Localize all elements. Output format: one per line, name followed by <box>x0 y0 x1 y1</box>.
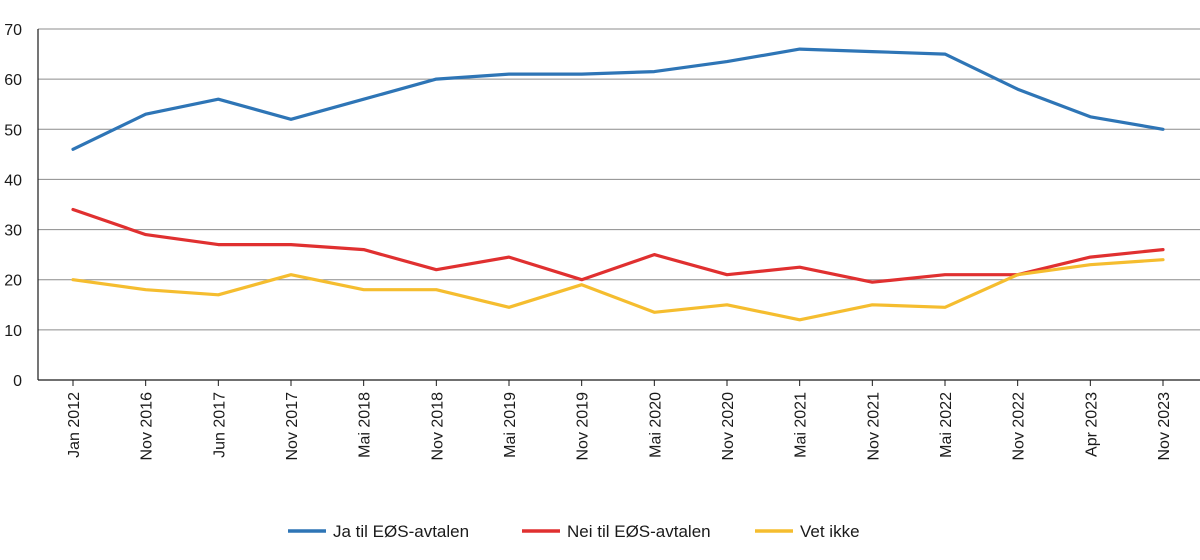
series-lines <box>71 47 1165 322</box>
series-line-2 <box>71 207 1165 284</box>
x-tick-label: Nov 2020 <box>720 392 737 461</box>
x-tick-label: Mai 2020 <box>647 392 664 458</box>
legend-label-2: Nei til EØS-avtalen <box>567 522 711 541</box>
y-tick-label: 50 <box>4 122 22 139</box>
series-line-3 <box>71 258 1165 322</box>
x-tick-label: Jan 2012 <box>66 392 83 458</box>
y-tick-label: 0 <box>13 373 22 390</box>
gridlines <box>38 28 1200 331</box>
x-tick-label: Nov 2021 <box>865 392 882 461</box>
x-tick-label: Mai 2021 <box>793 392 810 458</box>
x-tick-label: Nov 2017 <box>284 392 301 461</box>
x-tick-label: Apr 2023 <box>1083 392 1100 457</box>
y-tick-label: 40 <box>4 172 22 189</box>
y-tick-label: 70 <box>4 22 22 39</box>
y-tick-label: 10 <box>4 323 22 340</box>
x-tick-label: Mai 2018 <box>357 392 374 458</box>
y-axis-ticks: 0 10 20 30 40 50 60 70 <box>4 22 22 390</box>
series-line-1 <box>71 47 1165 151</box>
x-tick-label: Nov 2016 <box>139 392 156 461</box>
y-tick-label: 30 <box>4 223 22 240</box>
y-tick-label: 60 <box>4 72 22 89</box>
legend: Ja til EØS-avtalen Nei til EØS-avtalen Vet… <box>288 522 860 541</box>
x-tick-label: Mai 2019 <box>502 392 519 458</box>
x-tick-label: Jun 2017 <box>211 392 228 458</box>
x-axis: Jan 2012 Nov 2016 Jun 2017 Nov 2017 Mai 2018… <box>37 29 1200 461</box>
legend-label-1: Ja til EØS-avtalen <box>333 522 469 541</box>
x-tick-label: Nov 2019 <box>575 392 592 461</box>
legend-label-3: Vet ikke <box>800 522 860 541</box>
x-tick-label: Nov 2022 <box>1011 392 1028 461</box>
x-tick-label: Mai 2022 <box>938 392 955 458</box>
y-tick-label: 20 <box>4 273 22 290</box>
x-tick-label: Nov 2023 <box>1156 392 1173 461</box>
x-tick-label: Nov 2018 <box>429 392 446 461</box>
